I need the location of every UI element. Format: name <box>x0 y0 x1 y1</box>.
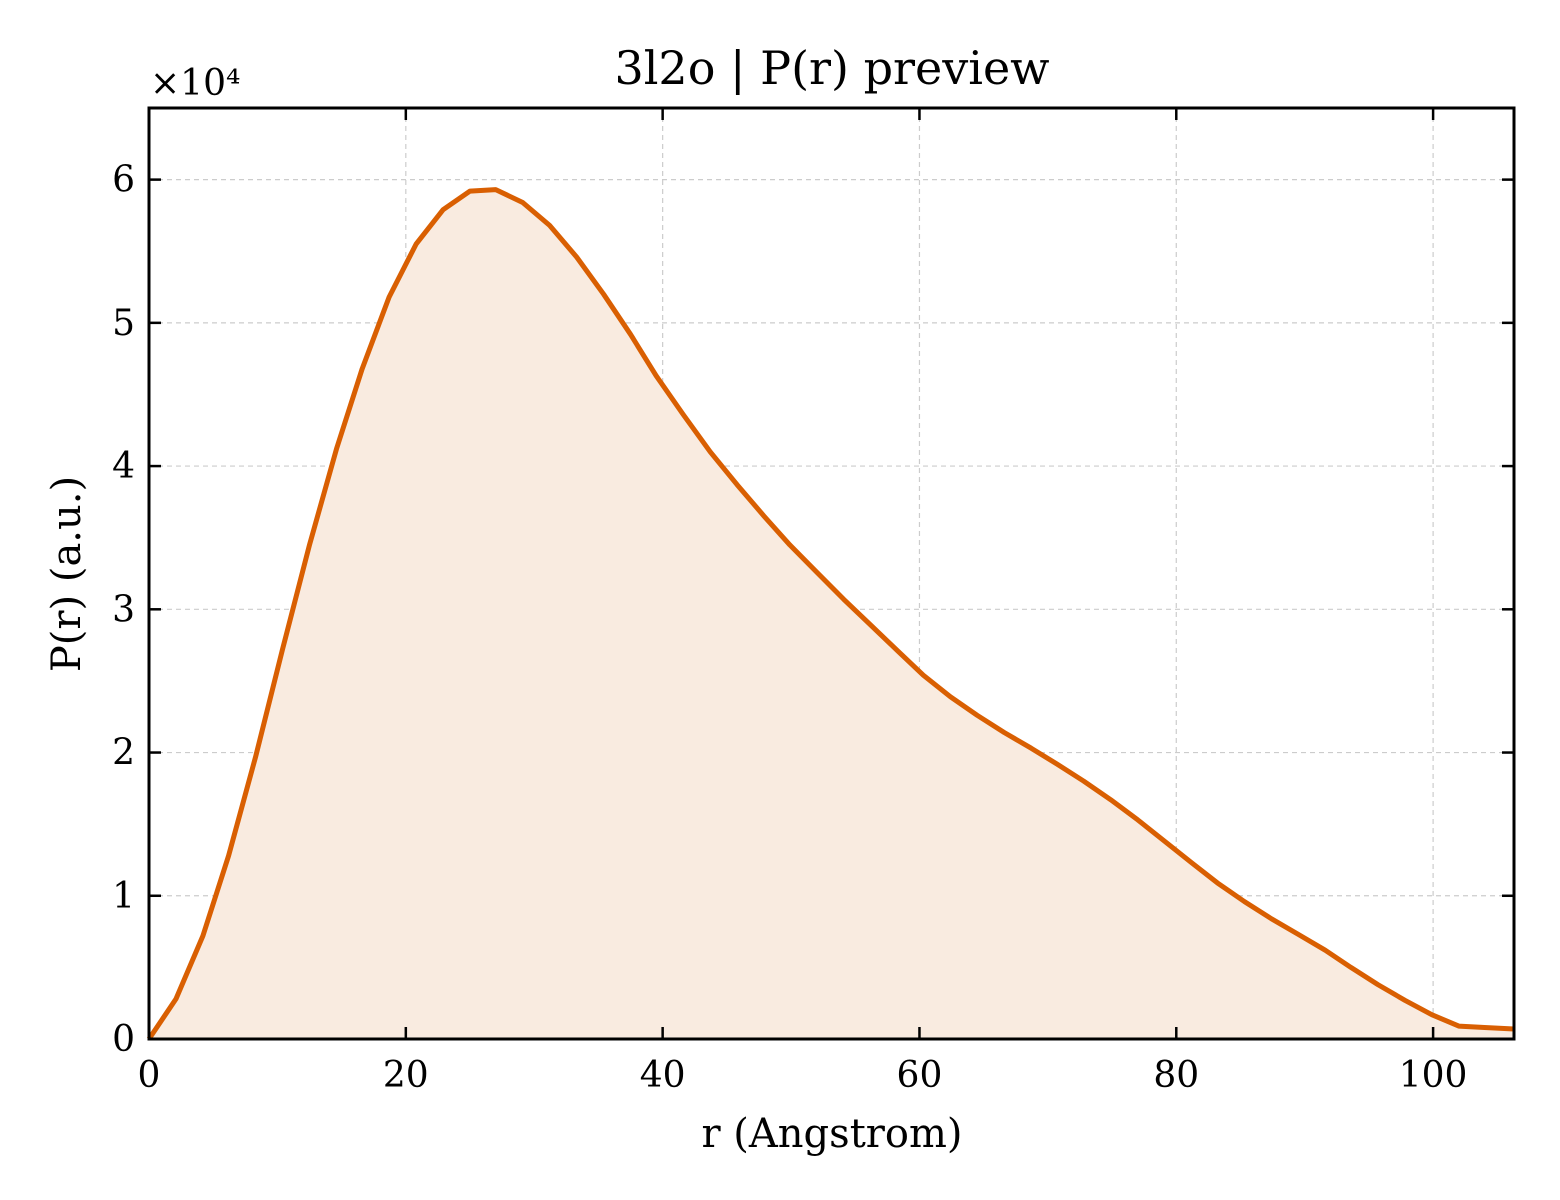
y-axis-label: P(r) (a.u.) <box>44 476 90 672</box>
plot-frame <box>147 106 1516 1041</box>
x-tick-label: 40 <box>640 1055 686 1096</box>
y-tick-label: 3 <box>112 589 135 630</box>
x-tick-label: 0 <box>138 1055 161 1096</box>
x-axis-label: r (Angstrom) <box>701 1111 962 1157</box>
x-tick-label: 100 <box>1399 1055 1468 1096</box>
y-tick-label: 6 <box>112 160 135 201</box>
y-tick-label: 0 <box>112 1019 135 1060</box>
y-tick-label: 2 <box>112 733 135 774</box>
x-tick-label: 20 <box>383 1055 429 1096</box>
y-tick-label: 1 <box>112 876 135 917</box>
chart-title: 3l2o | P(r) preview <box>614 41 1049 95</box>
axis-ticks: 0 20 40 60 80 100 0 1 2 3 4 5 6 <box>112 108 1514 1096</box>
x-tick-label: 60 <box>897 1055 943 1096</box>
y-tick-label: 4 <box>112 446 135 487</box>
pr-area-fill <box>149 189 1514 1040</box>
y-tick-label: 5 <box>112 303 135 344</box>
y-axis-multiplier: ×10⁴ <box>150 63 240 104</box>
x-tick-label: 80 <box>1153 1055 1199 1096</box>
pr-curve-line <box>146 187 1515 1041</box>
